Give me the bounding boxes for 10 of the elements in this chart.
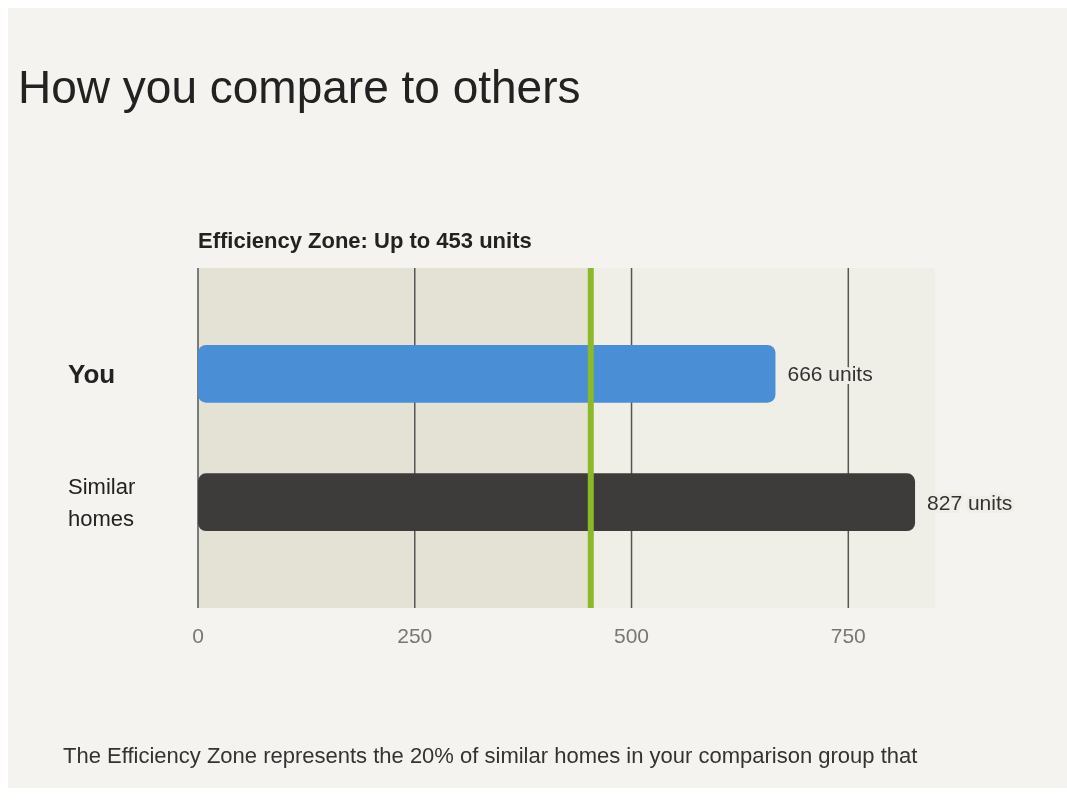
x-tick-label: 750 xyxy=(830,624,866,647)
x-tick-label: 0 xyxy=(192,624,204,647)
x-tick-label: 500 xyxy=(614,624,650,647)
text: The Efficiency Zone represents the 20% of similar homes in your comparison group that xyxy=(63,743,918,768)
y-tick-label: You xyxy=(68,358,116,389)
y-tick-label: Similar homes xyxy=(68,473,136,531)
chart-title: How you compare to others xyxy=(18,61,581,113)
data-label: 827 units xyxy=(927,490,1013,514)
x-tick-label: 250 xyxy=(397,624,433,647)
ref-line-label: Efficiency Zone: Up to 453 units xyxy=(198,228,532,253)
